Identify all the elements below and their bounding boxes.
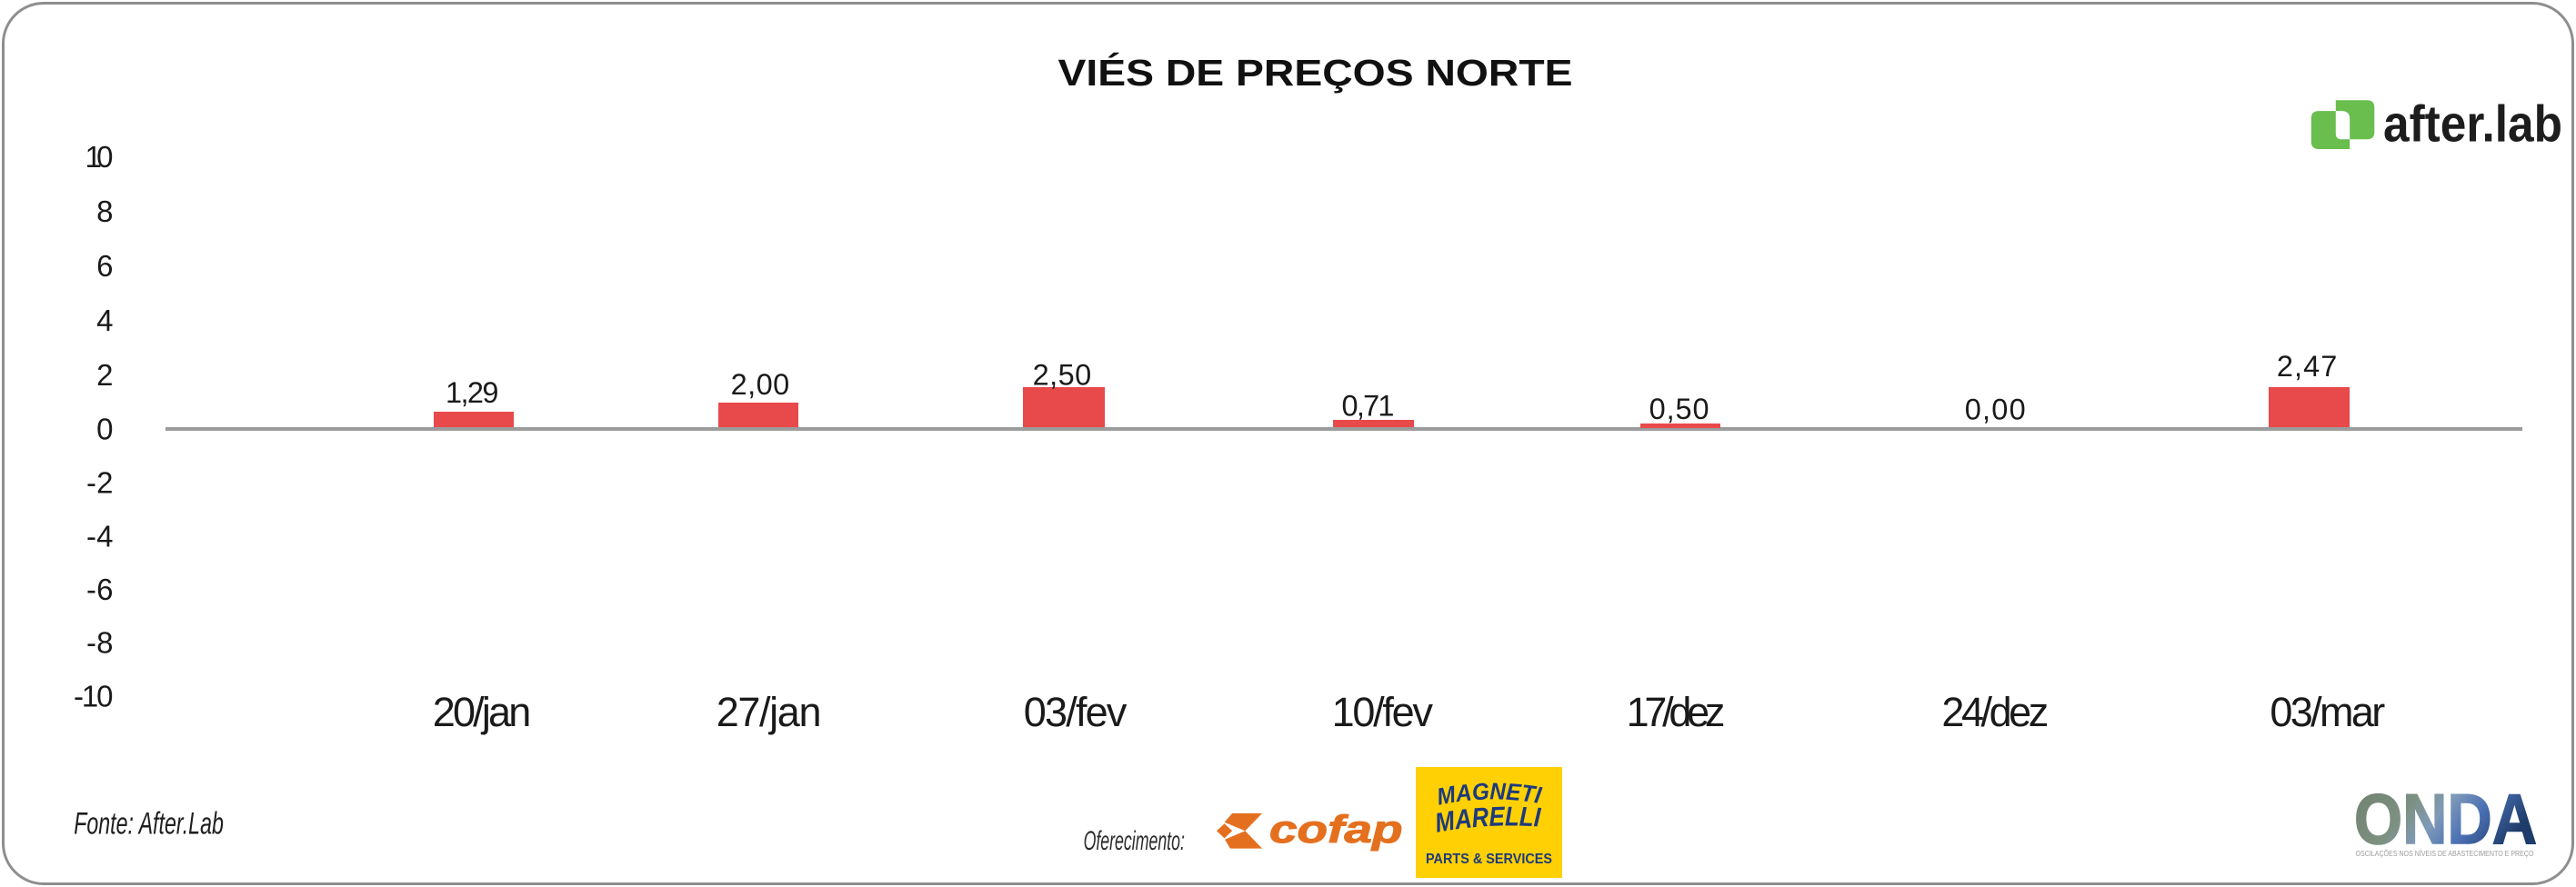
svg-text:0: 0	[96, 413, 113, 446]
svg-text:2,47: 2,47	[2277, 350, 2338, 383]
svg-text:03/fev: 03/fev	[1024, 689, 1128, 735]
svg-text:03/mar: 03/mar	[2270, 689, 2385, 735]
svg-text:8: 8	[96, 194, 113, 228]
svg-text:2,00: 2,00	[731, 368, 790, 401]
svg-text:-2: -2	[86, 466, 114, 500]
svg-text:24/dez: 24/dez	[1941, 689, 2049, 735]
svg-text:Oferecimento:: Oferecimento:	[1084, 826, 1185, 856]
svg-text:-4: -4	[86, 520, 114, 553]
svg-text:10: 10	[85, 140, 114, 174]
svg-text:VIÉS DE PREÇOS NORTE: VIÉS DE PREÇOS NORTE	[1058, 52, 1573, 94]
svg-text:after.lab: after.lab	[2383, 95, 2562, 154]
svg-text:1,29: 1,29	[446, 376, 499, 409]
svg-text:PARTS & SERVICES: PARTS & SERVICES	[1426, 852, 1552, 867]
svg-text:4: 4	[96, 304, 113, 337]
svg-text:2,50: 2,50	[1033, 358, 1092, 391]
svg-text:OSCILAÇÕES NOS NÍVEIS DE ABAST: OSCILAÇÕES NOS NÍVEIS DE ABASTECIMENTO E…	[2356, 849, 2534, 858]
svg-text:0,00: 0,00	[1965, 394, 2026, 426]
svg-text:2: 2	[96, 358, 113, 392]
svg-text:10/fev: 10/fev	[1332, 689, 1434, 735]
svg-text:0,50: 0,50	[1649, 393, 1709, 425]
svg-text:17/dez: 17/dez	[1627, 689, 1726, 735]
svg-text:-10: -10	[74, 680, 114, 713]
svg-text:0,71: 0,71	[1342, 389, 1395, 422]
svg-text:ONDA: ONDA	[2354, 779, 2537, 859]
svg-text:20/jan: 20/jan	[433, 689, 532, 735]
svg-text:6: 6	[96, 249, 113, 283]
svg-text:Fonte: After.Lab: Fonte: After.Lab	[74, 806, 224, 841]
svg-text:27/jan: 27/jan	[717, 689, 822, 735]
svg-text:-8: -8	[86, 626, 114, 660]
svg-text:cofap: cofap	[1269, 808, 1403, 852]
svg-text:-6: -6	[86, 573, 114, 606]
